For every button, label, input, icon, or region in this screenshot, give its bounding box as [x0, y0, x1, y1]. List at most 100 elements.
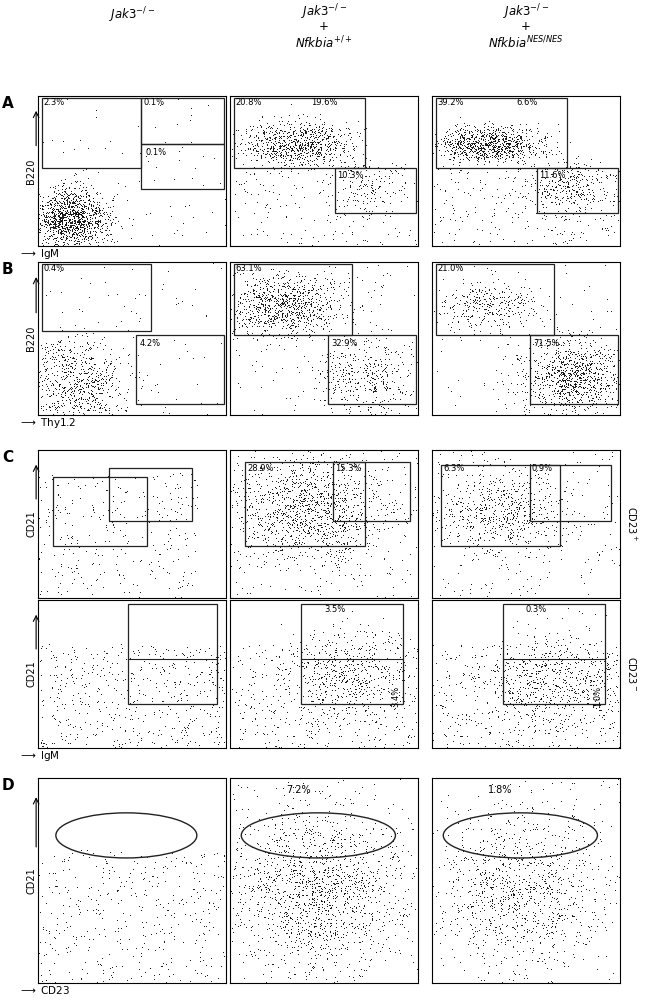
Point — [374, 698, 385, 714]
Point — [54, 219, 64, 235]
Point — [512, 810, 523, 826]
Point — [483, 138, 493, 154]
Point — [32, 370, 43, 386]
Point — [518, 850, 528, 866]
Point — [32, 224, 43, 240]
Point — [365, 362, 375, 378]
Point — [44, 208, 54, 224]
Point — [456, 503, 466, 519]
Point — [60, 190, 71, 206]
Point — [225, 297, 235, 313]
Point — [55, 376, 66, 392]
Point — [456, 899, 467, 915]
Point — [270, 143, 281, 159]
Point — [82, 372, 92, 388]
Point — [483, 704, 493, 720]
Point — [608, 204, 618, 220]
Point — [154, 357, 164, 373]
Point — [553, 723, 564, 739]
Point — [451, 848, 462, 864]
Point — [521, 686, 531, 702]
Point — [609, 358, 619, 374]
Point — [315, 878, 325, 894]
Point — [540, 645, 551, 661]
Point — [554, 167, 565, 183]
Point — [532, 635, 542, 651]
Point — [339, 886, 350, 902]
Point — [291, 503, 302, 519]
Point — [259, 889, 269, 905]
Point — [278, 276, 289, 292]
Point — [559, 356, 569, 372]
Point — [316, 509, 326, 525]
Point — [528, 802, 538, 818]
Point — [49, 226, 59, 242]
Point — [512, 145, 523, 161]
Point — [348, 969, 358, 985]
Point — [380, 406, 390, 422]
Point — [244, 476, 254, 492]
Point — [146, 561, 156, 577]
Point — [612, 777, 622, 793]
Point — [507, 496, 517, 512]
Point — [344, 704, 354, 720]
Point — [615, 390, 625, 406]
Point — [207, 895, 218, 911]
Point — [488, 307, 498, 323]
Point — [155, 923, 166, 939]
Point — [453, 476, 463, 492]
Point — [268, 508, 278, 524]
Point — [336, 529, 346, 545]
Point — [174, 143, 184, 159]
Point — [69, 571, 79, 587]
Point — [338, 516, 348, 532]
Point — [57, 371, 67, 387]
Point — [313, 532, 323, 548]
Point — [384, 167, 395, 183]
Point — [599, 653, 609, 669]
Point — [304, 838, 315, 854]
Point — [356, 573, 367, 589]
Point — [354, 378, 365, 394]
Point — [486, 136, 496, 152]
Point — [475, 140, 486, 156]
Point — [330, 828, 340, 844]
Point — [285, 285, 295, 301]
Point — [586, 393, 596, 409]
Point — [303, 505, 313, 521]
Point — [84, 385, 95, 401]
Point — [577, 900, 587, 916]
Point — [515, 286, 526, 302]
Point — [591, 669, 601, 685]
Point — [77, 162, 88, 178]
Point — [595, 777, 606, 793]
Point — [189, 543, 200, 559]
Point — [51, 235, 62, 252]
Point — [309, 160, 319, 176]
Point — [212, 327, 222, 343]
Point — [484, 483, 494, 499]
Point — [584, 366, 594, 382]
Point — [453, 525, 463, 541]
Point — [300, 517, 310, 533]
Point — [272, 140, 282, 156]
Point — [285, 634, 295, 650]
Point — [236, 473, 246, 489]
Point — [537, 359, 547, 375]
Point — [342, 643, 352, 659]
Point — [575, 163, 586, 179]
Point — [505, 660, 515, 676]
Point — [41, 213, 51, 229]
Point — [505, 517, 515, 533]
Point — [322, 897, 333, 913]
Point — [231, 303, 241, 319]
Point — [485, 893, 495, 909]
Point — [112, 548, 122, 564]
Point — [394, 670, 404, 686]
Point — [101, 671, 112, 687]
Point — [263, 303, 274, 319]
Point — [345, 839, 356, 855]
Point — [325, 529, 335, 545]
Point — [49, 395, 60, 411]
Point — [162, 507, 172, 523]
